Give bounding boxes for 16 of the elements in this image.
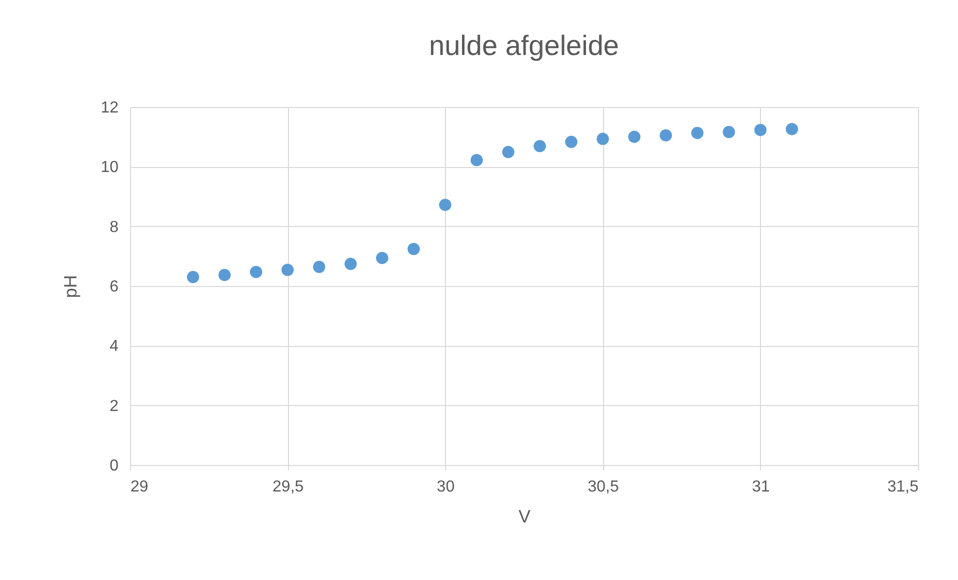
y-tick-label: 0 xyxy=(110,458,119,474)
x-tick-label: 31 xyxy=(752,478,770,496)
x-tick-label: 30 xyxy=(436,478,455,496)
y-tick-label: 8 xyxy=(110,218,119,236)
x-tick-label: 31,5 xyxy=(887,478,919,496)
x-tick-label: 29,5 xyxy=(272,478,304,496)
y-tick-label: 2 xyxy=(110,398,119,415)
y-tick-label: 10 xyxy=(100,159,119,176)
x-axis-title: V xyxy=(518,506,531,526)
x-tick-label: 30,5 xyxy=(588,478,619,496)
x-tick-label: 29 xyxy=(130,478,148,496)
y-tick-label: 12 xyxy=(100,100,119,116)
y-axis-title: pH xyxy=(60,274,81,298)
y-tick-label: 4 xyxy=(110,338,119,356)
chart-title: nulde afgeleide xyxy=(429,30,619,61)
y-tick-label: 6 xyxy=(110,278,119,296)
